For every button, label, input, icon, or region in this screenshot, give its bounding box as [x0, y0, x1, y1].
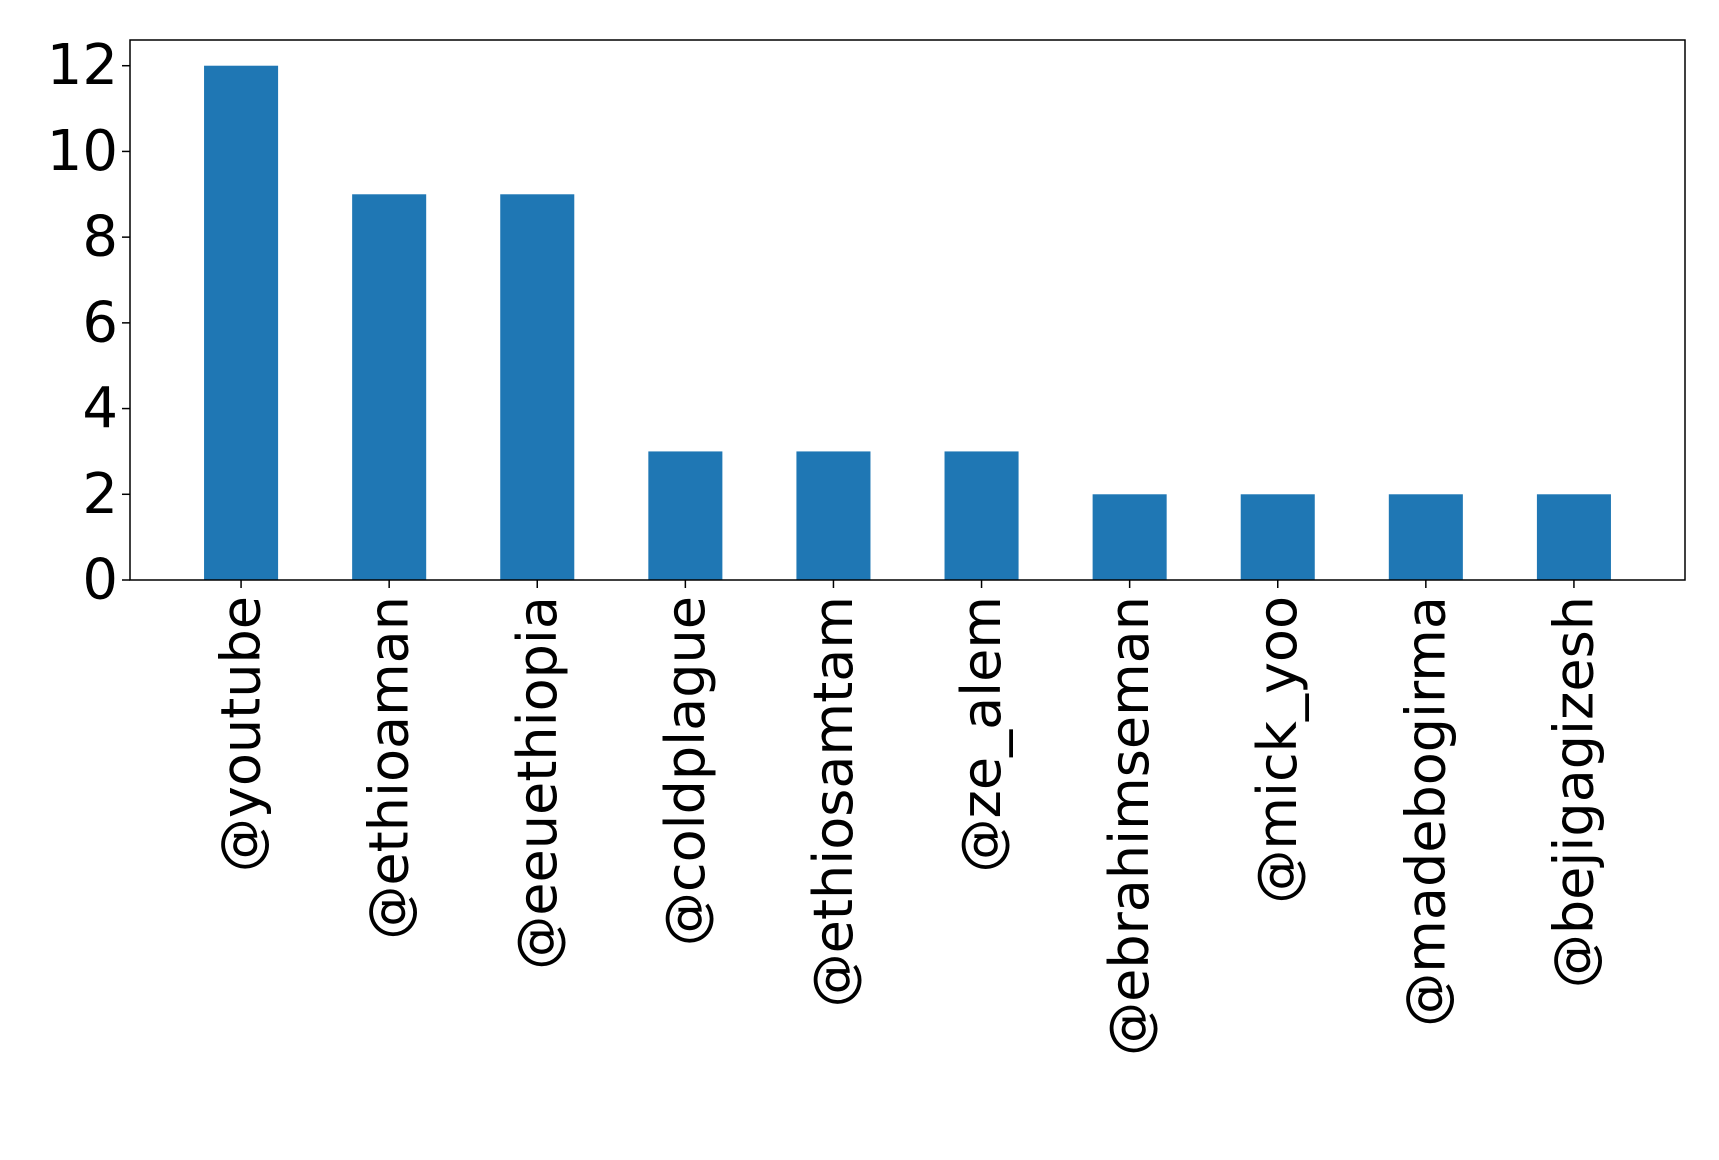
bar-ethioaman [352, 194, 427, 581]
x-tick-label: @madebogirma [1394, 596, 1457, 1027]
x-tick-label: @youtube [210, 596, 273, 872]
x-tick-label: @ze_alem [950, 596, 1013, 873]
bar-coldplague [648, 451, 723, 580]
bar-ebrahimseman [1092, 494, 1167, 580]
y-tick-label: 12 [47, 33, 118, 98]
x-tick-label: @ethioaman [358, 596, 421, 940]
bars-layer [204, 65, 1611, 581]
bar-madebogirma [1388, 494, 1463, 580]
bar-eeuethiopia [500, 194, 575, 581]
y-tick-label: 6 [82, 290, 118, 355]
x-tick-label: @ebrahimseman [1098, 596, 1161, 1056]
plot-frame [129, 39, 1686, 581]
bar-mick-yoo [1240, 494, 1315, 580]
bar-ethiosamtam [796, 451, 871, 580]
y-axis: 0 2 4 6 8 10 12 [47, 33, 130, 613]
y-tick-label: 4 [82, 376, 118, 441]
x-tick-label: @ethiosamtam [802, 596, 865, 1007]
bar-youtube [204, 65, 279, 580]
x-axis: @youtube @ethioaman @eeuethiopia @coldplagu… [210, 580, 1605, 1056]
y-tick-label: 8 [82, 205, 118, 270]
bar-ze-alem [944, 451, 1019, 580]
x-tick-label: @eeuethiopia [506, 596, 569, 970]
x-tick-label: @bejigagizesh [1542, 596, 1605, 988]
x-tick-label: @coldplague [654, 596, 717, 946]
y-tick-label: 2 [82, 462, 118, 527]
x-tick-label: @mick_yoo [1246, 596, 1309, 904]
y-tick-label: 0 [82, 548, 118, 613]
y-tick-label: 10 [47, 119, 118, 184]
bar-bejigagizesh [1536, 494, 1611, 580]
